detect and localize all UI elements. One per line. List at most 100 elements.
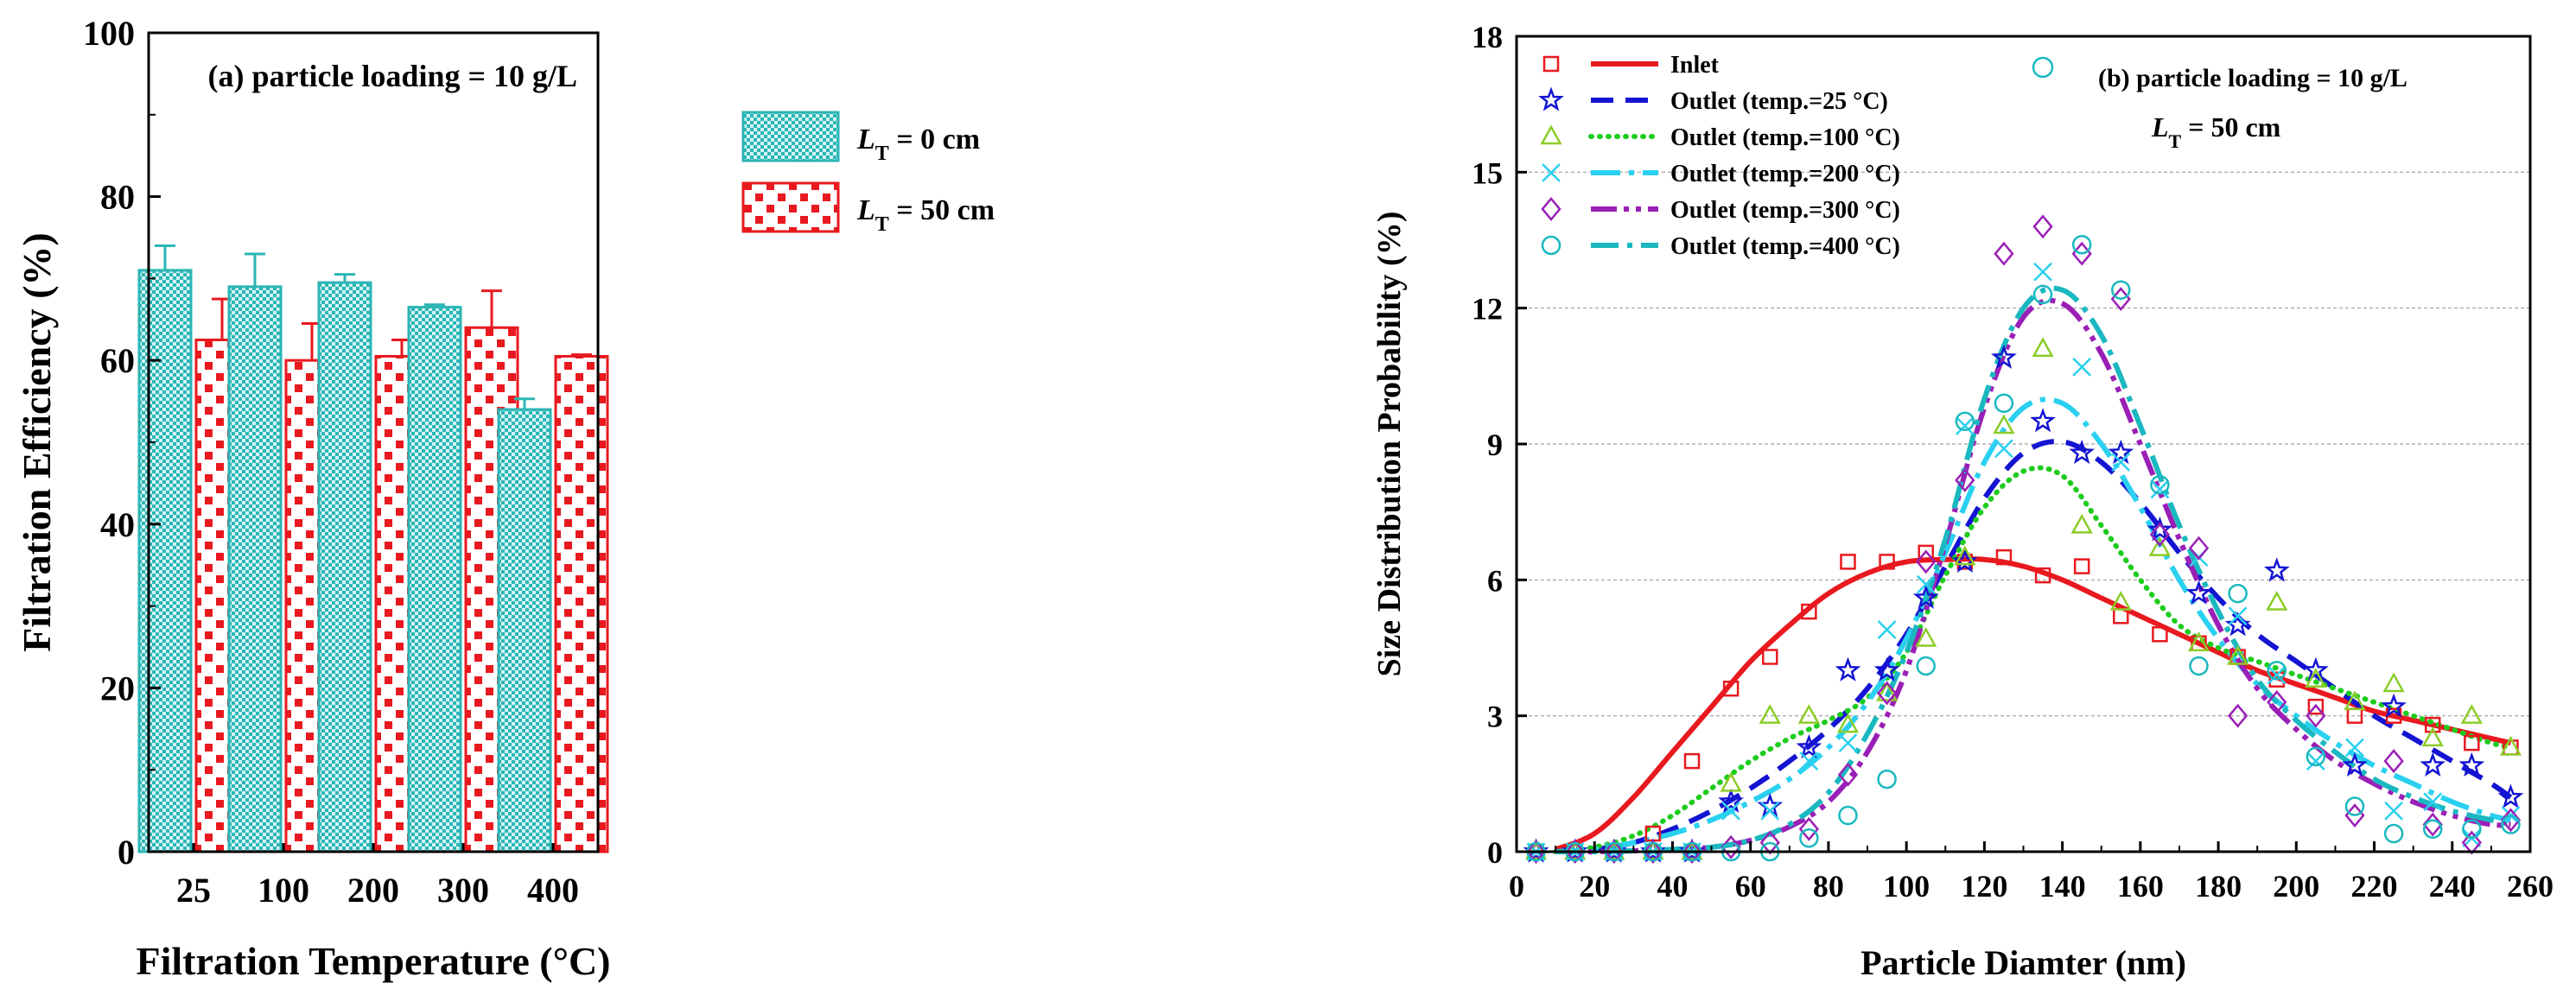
line-chart-axes: 0 20 40 60 80 100 120 140 160 180 200 220 240 260 0 3 6 9… (1472, 20, 2554, 904)
point-series-3-7 (1799, 752, 1819, 771)
x-tick-label-100: 100 (1883, 869, 1930, 904)
y-tick-label-12: 12 (1472, 292, 1503, 327)
point-series-1-17 (2185, 580, 2212, 605)
bar-chart-panel-a: 25 100 200 300 400 0 20 40 60 80 100 Filtration Te… (15, 14, 995, 983)
point-series-3-13 (2033, 262, 2052, 282)
point-series-2-11 (1954, 545, 1976, 566)
point-series-2-8 (1836, 713, 1860, 733)
line-chart-points (1523, 214, 2524, 864)
x-tick-label-220: 220 (2351, 869, 2398, 904)
legend-label-sub: T (875, 213, 889, 236)
point-series-4-6 (1759, 830, 1780, 855)
point-series-4-19 (2267, 689, 2287, 714)
point-series-0-6 (1762, 649, 1778, 665)
point-series-4-16 (2149, 522, 2171, 547)
point-series-2-24 (2460, 704, 2483, 724)
curve-series-4 (1555, 298, 2511, 855)
point-series-5-15 (2111, 280, 2131, 300)
point-series-4-20 (2306, 703, 2326, 728)
point-series-1-5 (1718, 788, 1744, 813)
point-series-4-1 (1565, 840, 1586, 864)
legend-marker-3 (1542, 163, 1561, 182)
legend-label-lt0: LT = 0 cm (856, 124, 980, 165)
legend-label-rest: = 50 cm (889, 194, 995, 226)
point-series-1-18 (2224, 612, 2251, 637)
point-series-1-21 (2342, 752, 2368, 777)
x-tick-label-140: 140 (2039, 869, 2086, 904)
legend-label-3: Outlet (temp.=200 °C) (1670, 161, 1900, 187)
point-series-1-23 (2420, 752, 2446, 777)
point-series-3-23 (2423, 792, 2443, 812)
line-chart-grid (1517, 171, 2530, 717)
point-series-3-22 (2384, 801, 2403, 821)
point-series-2-18 (2227, 644, 2249, 665)
legend-label-0: Inlet (1670, 52, 1720, 79)
point-series-1-7 (1796, 733, 1822, 759)
point-series-3-16 (2150, 479, 2170, 499)
line-chart-x-axis-title: Particle Diamter (nm) (1860, 943, 2186, 982)
y-tick-label-0: 0 (1487, 835, 1503, 870)
point-series-5-10 (1916, 656, 1936, 676)
point-series-4-17 (2188, 536, 2210, 561)
point-series-4-5 (1721, 834, 1741, 859)
x-tick-label-120: 120 (1961, 869, 2007, 904)
point-series-1-10 (1912, 584, 1939, 609)
point-series-3-10 (1916, 574, 1936, 594)
annotation-main: L (2151, 111, 2169, 143)
x-tick-label-300: 300 (437, 871, 489, 910)
bar-lt0-100 (227, 285, 283, 853)
y-tick-label-3: 3 (1487, 700, 1503, 734)
point-series-4-13 (2032, 214, 2053, 239)
point-series-2-23 (2421, 726, 2444, 747)
point-series-1-16 (2147, 516, 2173, 542)
point-series-2-25 (2499, 735, 2522, 756)
x-tick-label-80: 80 (1813, 869, 1844, 904)
y-tick-label-0: 0 (118, 833, 135, 872)
x-tick-label-25: 25 (176, 871, 211, 910)
legend-label-lt50: LT = 50 cm (856, 194, 995, 236)
point-series-5-12 (1994, 393, 2014, 414)
point-series-3-6 (1760, 801, 1780, 821)
point-series-5-21 (2344, 796, 2365, 816)
point-series-1-8 (1835, 656, 1861, 682)
point-series-0-20 (2307, 698, 2325, 715)
legend-marker-4 (1541, 197, 1562, 221)
point-series-2-10 (1915, 626, 1937, 647)
point-series-3-18 (2228, 606, 2248, 626)
point-series-5-24 (2462, 819, 2482, 840)
point-series-0-8 (1840, 554, 1856, 570)
point-series-0-5 (1722, 680, 1740, 697)
legend-marker-5 (1541, 235, 1562, 256)
line-chart-annotation: LT = 50 cm (2151, 111, 2281, 152)
point-series-3-21 (2345, 738, 2364, 758)
point-series-5-19 (2267, 660, 2287, 681)
y-tick-label-80: 80 (100, 178, 135, 217)
point-series-5-22 (2383, 823, 2404, 844)
bar-chart-y-axis-title: Filtration Efficiency (%) (15, 232, 59, 651)
point-series-0-4 (1683, 752, 1701, 770)
point-series-3-15 (2111, 453, 2131, 472)
legend-marker-1 (1538, 86, 1564, 111)
point-series-4-24 (2461, 830, 2482, 855)
point-series-1-12 (1991, 344, 2017, 370)
panel-label-marker-icon (2032, 56, 2054, 79)
legend-label-4: Outlet (temp.=300 °C) (1670, 197, 1900, 224)
x-tick-label-0: 0 (1509, 869, 1524, 904)
point-series-4-10 (1916, 549, 1937, 574)
legend-label-rest: = 0 cm (889, 124, 980, 155)
point-series-1-11 (1951, 548, 1978, 574)
bar-marks (137, 244, 609, 853)
point-series-0-14 (2073, 558, 2090, 574)
legend-marker-2 (1540, 124, 1562, 145)
point-series-1-9 (1873, 656, 1900, 682)
point-series-5-7 (1799, 828, 1819, 848)
point-series-4-18 (2228, 703, 2248, 728)
point-series-3-11 (1955, 416, 1975, 435)
x-tick-label-20: 20 (1579, 869, 1610, 904)
bar-lt0-25 (137, 269, 193, 853)
point-series-5-16 (2150, 474, 2170, 495)
bar-chart-legend: LT = 0 cm LT = 50 cm (741, 111, 995, 236)
point-series-0-16 (2152, 626, 2168, 643)
point-series-2-6 (1759, 704, 1781, 724)
point-series-4-12 (1994, 241, 2014, 266)
